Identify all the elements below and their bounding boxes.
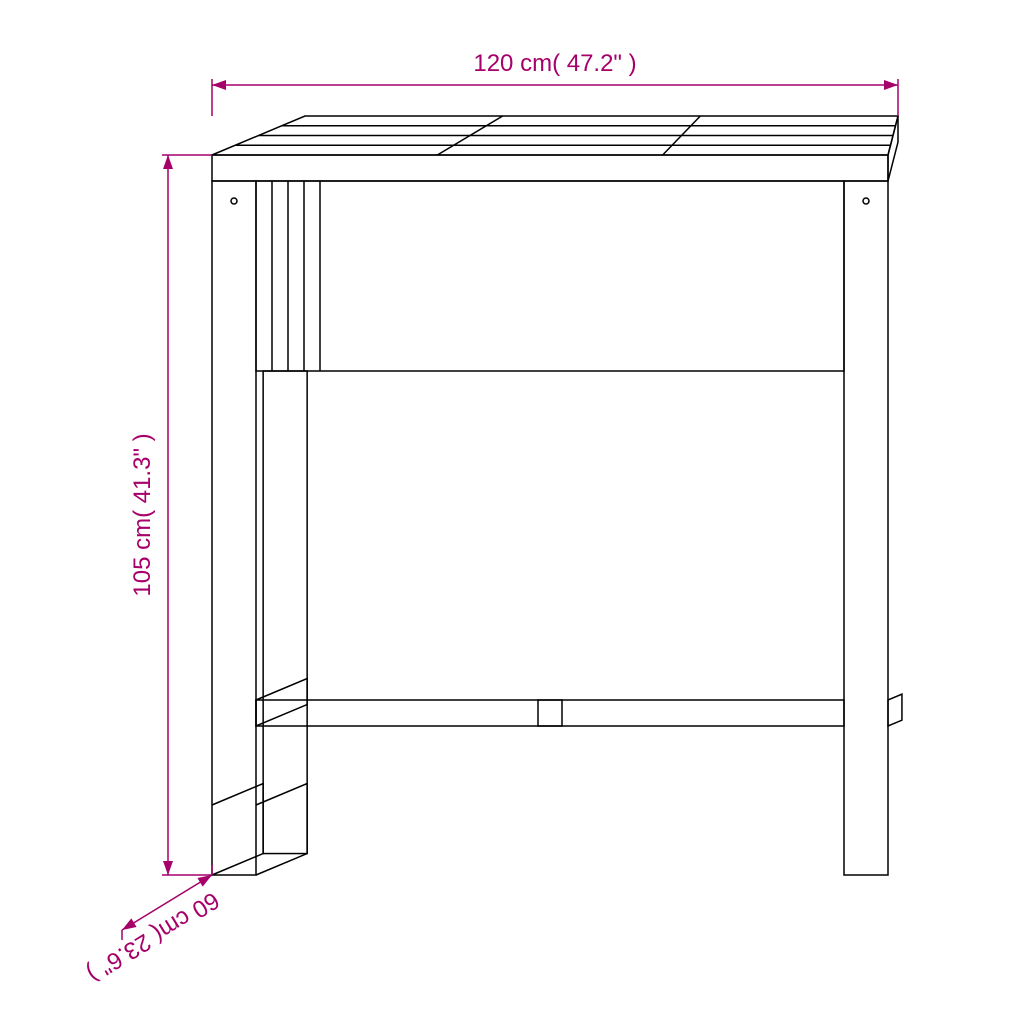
dimension-depth-label: 60 cm( 23.6" ) xyxy=(82,886,224,987)
table-drawing xyxy=(212,116,902,875)
dimension-height-label: 105 cm( 41.3" ) xyxy=(129,433,156,596)
dimension-diagram: 120 cm( 47.2" ) 105 cm( 41.3" ) 60 cm( 23.… xyxy=(0,0,1024,1024)
dimension-lines: 120 cm( 47.2" ) 105 cm( 41.3" ) 60 cm( 23.… xyxy=(82,50,898,988)
dimension-width-label: 120 cm( 47.2" ) xyxy=(473,50,636,77)
